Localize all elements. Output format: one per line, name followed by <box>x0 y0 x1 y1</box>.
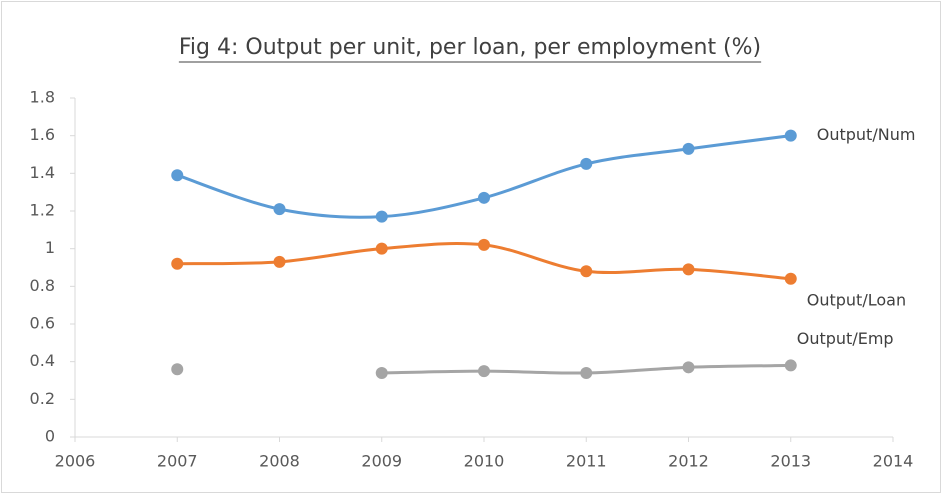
y-tick-label: 1 <box>45 238 55 257</box>
point <box>375 366 388 379</box>
x-tick-label: 2013 <box>770 452 811 471</box>
point <box>171 363 184 376</box>
y-tick-label: 0.8 <box>30 276 55 295</box>
y-tick-label: 1.2 <box>30 201 55 220</box>
y-tick-label: 1.8 <box>30 88 55 107</box>
point <box>375 210 388 223</box>
y-tick-label: 1.6 <box>30 125 55 144</box>
point <box>682 361 695 374</box>
point <box>580 157 593 170</box>
series-label: Output/Loan <box>807 290 906 309</box>
point <box>375 242 388 255</box>
series-label: Output/Emp <box>797 329 894 348</box>
x-tick-label: 2006 <box>55 452 96 471</box>
x-tick-label: 2008 <box>259 452 300 471</box>
point <box>273 203 286 216</box>
y-tick-label: 0.4 <box>30 351 55 370</box>
x-tick-label: 2010 <box>464 452 505 471</box>
y-tick-label: 0 <box>45 427 55 446</box>
series-label: Output/Num <box>817 125 916 144</box>
point <box>682 142 695 155</box>
chart-title: Fig 4: Output per unit, per loan, per em… <box>179 35 761 60</box>
x-tick-label: 2011 <box>566 452 607 471</box>
point <box>478 238 490 251</box>
point <box>580 366 593 379</box>
x-tick-label: 2012 <box>668 452 709 471</box>
point <box>784 359 797 372</box>
point <box>784 272 797 285</box>
x-tick-label: 2014 <box>873 452 914 471</box>
x-tick-label: 2009 <box>361 452 402 471</box>
point <box>580 265 593 278</box>
point <box>478 191 490 204</box>
point <box>171 257 184 270</box>
point <box>171 169 184 182</box>
x-tick-label: 2007 <box>157 452 198 471</box>
point <box>682 263 695 276</box>
y-tick-label: 0.2 <box>30 389 55 408</box>
point <box>478 365 490 378</box>
point <box>273 255 286 268</box>
y-tick-label: 1.4 <box>30 163 55 182</box>
point <box>784 129 797 142</box>
y-tick-label: 0.6 <box>30 314 55 333</box>
